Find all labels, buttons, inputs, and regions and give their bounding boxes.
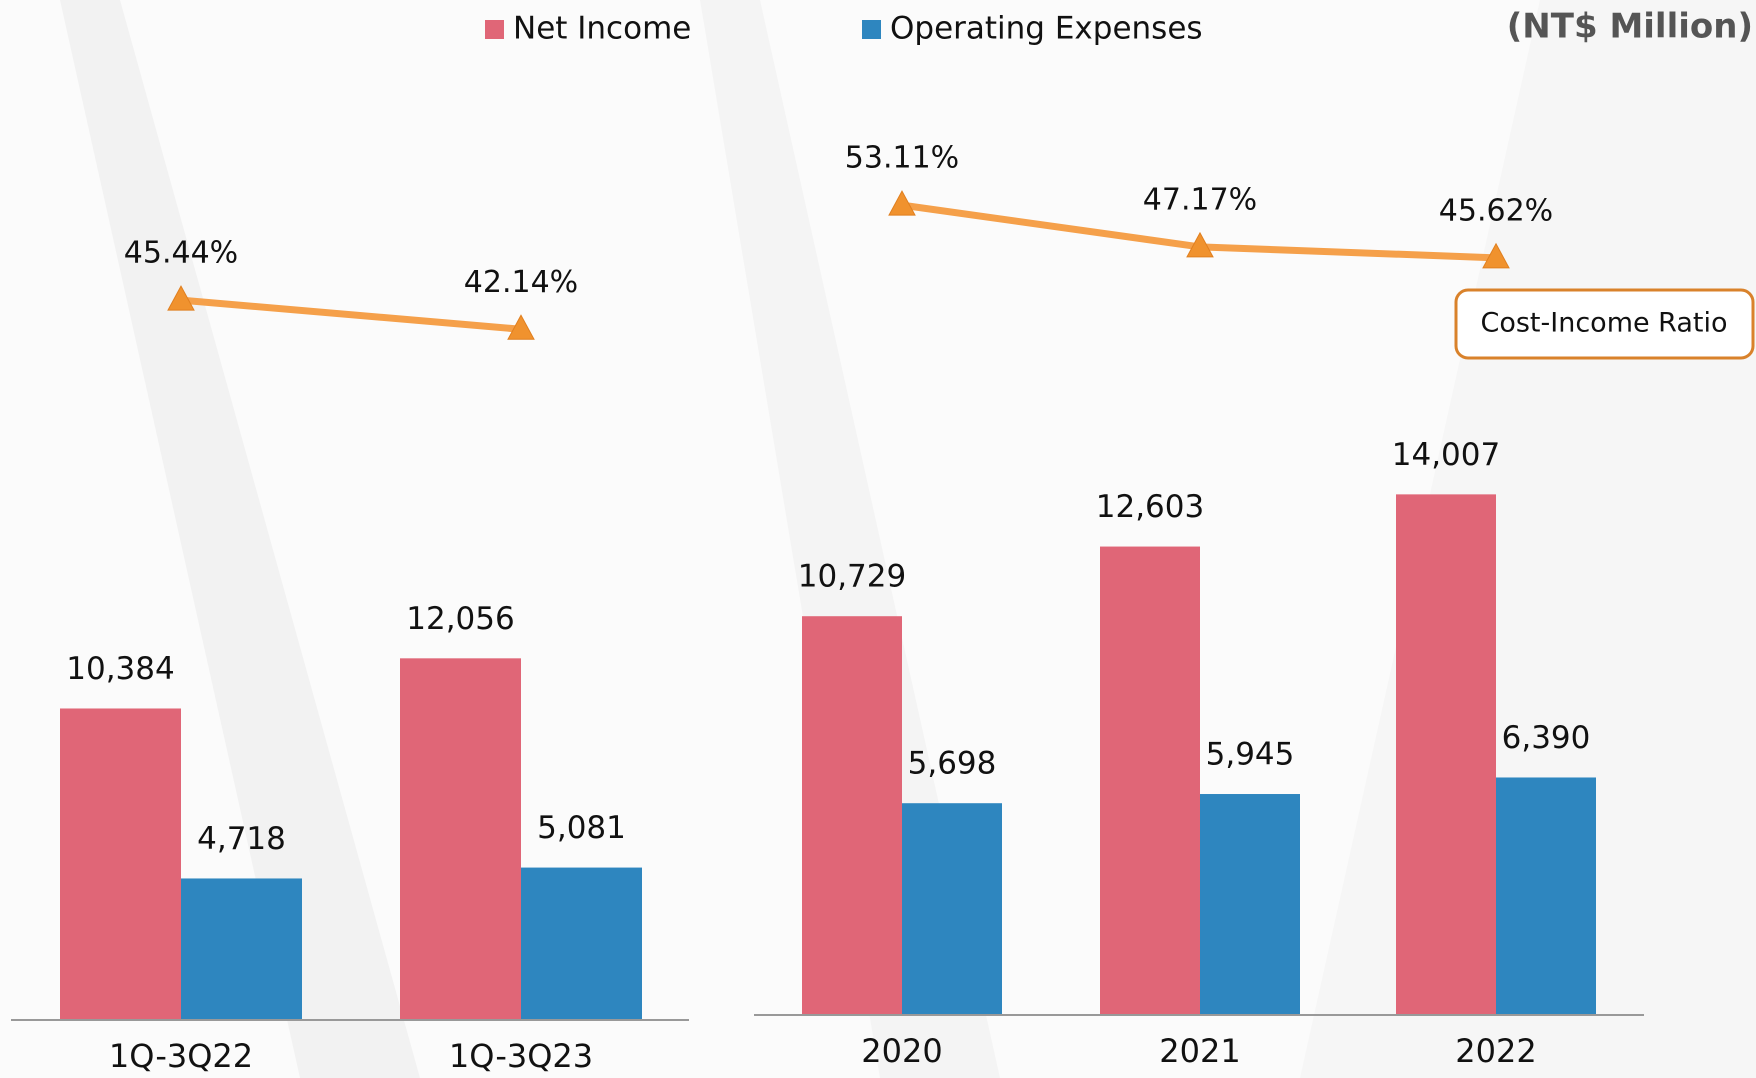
bar: [400, 658, 521, 1020]
annotation-box: [1454, 288, 1755, 360]
legend-label: Net Income: [513, 11, 691, 47]
bar-value-label: 14,007: [1392, 437, 1500, 473]
ratio-label: 42.14%: [464, 265, 578, 300]
legend-swatch: [862, 20, 881, 39]
bar-value-label: 5,945: [1206, 737, 1295, 773]
ratio-marker: [1482, 242, 1510, 269]
background-shape: [60, 0, 420, 1078]
bar: [1100, 546, 1200, 1015]
bar-value-label: 5,081: [537, 810, 626, 846]
x-tick-label: 2021: [1159, 1032, 1240, 1070]
ratio-marker: [888, 190, 916, 216]
x-tick-label: 1Q-3Q22: [109, 1037, 253, 1075]
bar-value-label: 5,698: [908, 746, 997, 782]
ratio-line: [180, 296, 522, 333]
ratio-label: 53.11%: [845, 141, 959, 176]
bar: [60, 708, 181, 1020]
legend-swatch: [485, 20, 504, 39]
x-tick-label: 2022: [1455, 1032, 1536, 1070]
annotation-label: Cost-Income Ratio: [1480, 308, 1727, 339]
ratio-label: 45.44%: [124, 236, 238, 271]
unit-label: (NT$ Million): [1507, 7, 1753, 47]
bar: [181, 878, 302, 1020]
bar: [902, 803, 1002, 1015]
x-tick-label: 2020: [861, 1032, 942, 1070]
bar-value-label: 12,056: [406, 601, 514, 637]
ratio-label: 47.17%: [1143, 182, 1257, 217]
ratio-marker: [507, 314, 535, 340]
bar: [1396, 494, 1496, 1016]
bar-value-label: 12,603: [1096, 489, 1204, 525]
ratio-marker: [167, 285, 195, 311]
bar-value-label: 10,384: [66, 651, 174, 687]
ratio-label: 45.62%: [1439, 193, 1553, 228]
ratio-marker: [1186, 231, 1214, 258]
bar: [1496, 777, 1596, 1015]
x-tick-label: 1Q-3Q23: [449, 1037, 593, 1075]
bar-value-label: 6,390: [1502, 720, 1591, 756]
bar: [1200, 794, 1300, 1015]
bar: [521, 867, 642, 1020]
legend-label: Operating Expenses: [890, 11, 1203, 47]
bar-value-label: 4,718: [197, 821, 286, 857]
bar: [802, 616, 902, 1015]
bar-value-label: 10,729: [798, 559, 906, 595]
